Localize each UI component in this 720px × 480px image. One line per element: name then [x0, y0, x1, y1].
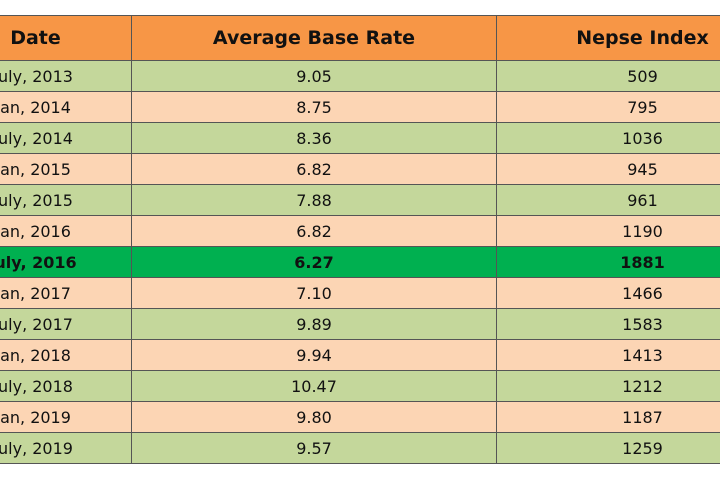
table-cell: 6.82	[132, 154, 497, 185]
table-cell-text: 1259	[622, 438, 663, 458]
table-cell-text: 1413	[622, 345, 663, 365]
table-cell-text: 1212	[622, 376, 663, 396]
table-cell: 1190	[497, 216, 720, 247]
table-cell: an, 2018	[0, 340, 132, 371]
table-cell: 509	[497, 61, 720, 92]
header-cell: Average Base Rate	[132, 15, 497, 61]
table-cell-text: 7.10	[296, 283, 332, 303]
table-cell-text: 9.57	[296, 438, 332, 458]
header-cell: Date	[0, 15, 132, 61]
table-cell-text: 1881	[620, 252, 665, 272]
table-cell: 1187	[497, 402, 720, 433]
table-cell-text: uly, 2015	[0, 190, 73, 210]
table-cell-text: 8.36	[296, 128, 332, 148]
table-cell-text: an, 2018	[0, 345, 71, 365]
table-cell: 6.82	[132, 216, 497, 247]
table-cell: 9.89	[132, 309, 497, 340]
table-cell-text: 1036	[622, 128, 663, 148]
table-cell: 795	[497, 92, 720, 123]
table-cell-text: an, 2014	[0, 97, 71, 117]
table-cell-text: 6.82	[296, 159, 332, 179]
table-cell: 1259	[497, 433, 720, 464]
table-cell: an, 2014	[0, 92, 132, 123]
table-cell-text: 795	[627, 97, 658, 117]
table-cell: an, 2016	[0, 216, 132, 247]
table: Date Average Base Rate Nepse Index uly, 201…	[0, 15, 720, 464]
table-cell: 1881	[497, 247, 720, 278]
table-cell-text: 7.88	[296, 190, 332, 210]
table-cell: an, 2017	[0, 278, 132, 309]
table-cell: uly, 2015	[0, 185, 132, 216]
table-cell: an, 2015	[0, 154, 132, 185]
table-cell-text: 8.75	[296, 97, 332, 117]
table-cell-text: uly, 2014	[0, 128, 73, 148]
header-cell-text: Date	[10, 27, 61, 49]
table-cell-text: 9.89	[296, 314, 332, 334]
table-cell: uly, 2019	[0, 433, 132, 464]
table-cell: uly, 2016	[0, 247, 132, 278]
table-cell-text: an, 2017	[0, 283, 71, 303]
table-cell: uly, 2018	[0, 371, 132, 402]
table-cell: 1036	[497, 123, 720, 154]
table-cell-text: an, 2015	[0, 159, 71, 179]
header-cell: Nepse Index	[497, 15, 720, 61]
table-cell-text: 6.27	[294, 252, 334, 272]
table-cell-text: 1190	[622, 221, 663, 241]
table-cell-text: 9.80	[296, 407, 332, 427]
table-cell-text: uly, 2013	[0, 66, 73, 86]
table-cell: 10.47	[132, 371, 497, 402]
table-cell: 1583	[497, 309, 720, 340]
header-cell-text: Nepse Index	[576, 27, 709, 49]
table-cell: an, 2019	[0, 402, 132, 433]
table-cell: 8.75	[132, 92, 497, 123]
table-cell-text: uly, 2017	[0, 314, 73, 334]
table-cell-text: 1187	[622, 407, 663, 427]
table-cell-text: uly, 2018	[0, 376, 73, 396]
table-cell: 8.36	[132, 123, 497, 154]
table-cell-text: 509	[627, 66, 658, 86]
table-cell-text: an, 2016	[0, 221, 71, 241]
table-cell-text: 10.47	[291, 376, 337, 396]
table-cell-text: 1466	[622, 283, 663, 303]
table-cell: 7.88	[132, 185, 497, 216]
table-cell: 9.80	[132, 402, 497, 433]
table-cell: 945	[497, 154, 720, 185]
table-cell-text: 9.05	[296, 66, 332, 86]
table-cell-text: uly, 2016	[0, 252, 77, 272]
table-cell: uly, 2014	[0, 123, 132, 154]
table-cell: uly, 2013	[0, 61, 132, 92]
table-cell-text: uly, 2019	[0, 438, 73, 458]
table-cell: uly, 2017	[0, 309, 132, 340]
table-cell-text: 945	[627, 159, 658, 179]
header-cell-text: Average Base Rate	[212, 27, 416, 49]
table-cell-text: 1583	[622, 314, 663, 334]
table-cell: 1413	[497, 340, 720, 371]
table-cell: 1466	[497, 278, 720, 309]
table-cell-text: 9.94	[296, 345, 332, 365]
table-cell: 7.10	[132, 278, 497, 309]
table-cell: 9.94	[132, 340, 497, 371]
table-cell-text: an, 2019	[0, 407, 71, 427]
table-cell: 9.05	[132, 61, 497, 92]
table-cell: 961	[497, 185, 720, 216]
table-cell: 6.27	[132, 247, 497, 278]
table-cell-text: 961	[627, 190, 658, 210]
table-cell: 1212	[497, 371, 720, 402]
table-cell-text: 6.82	[296, 221, 332, 241]
table-cell: 9.57	[132, 433, 497, 464]
